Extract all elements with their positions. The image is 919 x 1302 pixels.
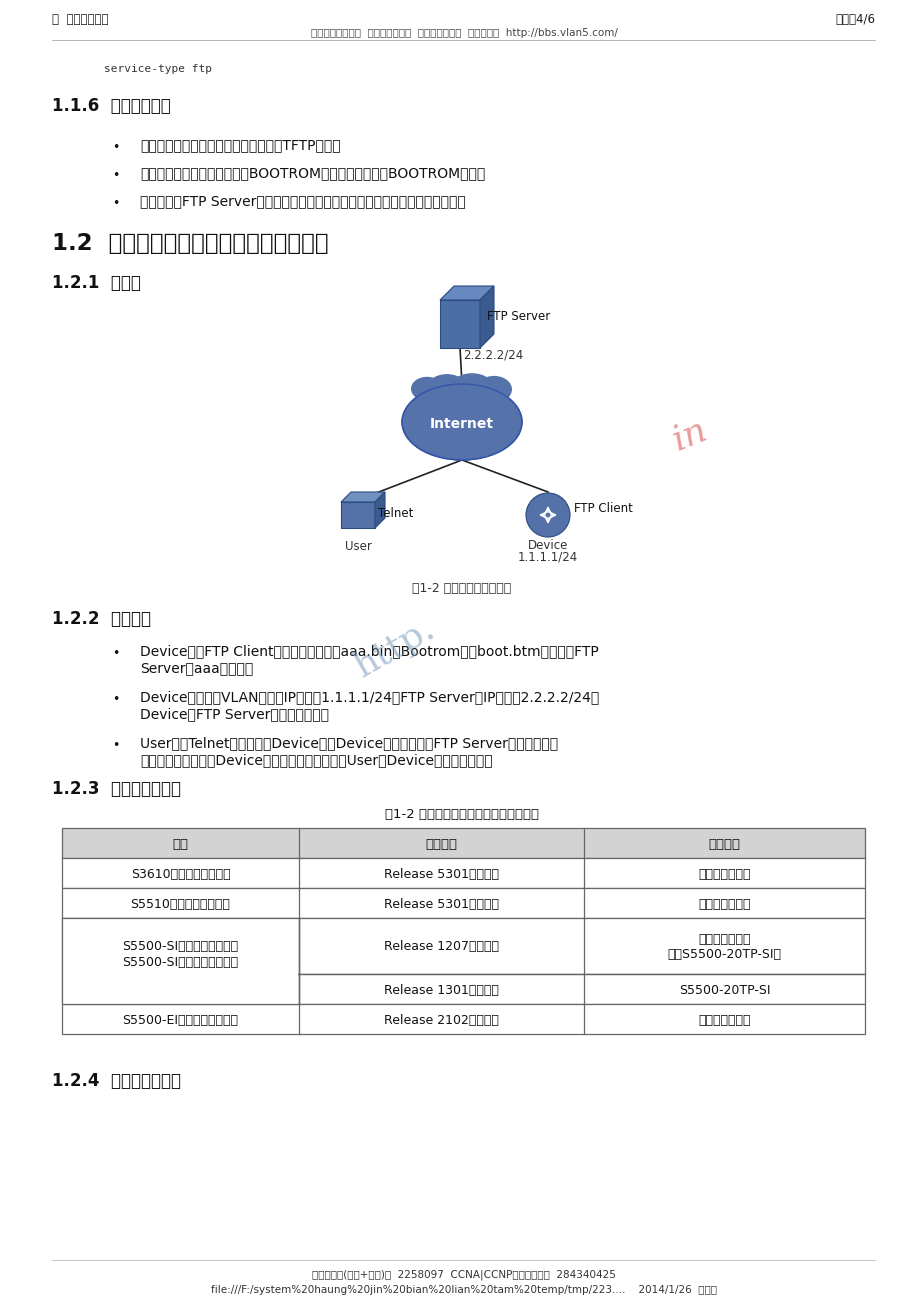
FancyBboxPatch shape: [62, 918, 298, 1004]
Text: S5500-SI系列以太网交换机: S5500-SI系列以太网交换机: [122, 940, 238, 953]
Text: 全系列硬件版本: 全系列硬件版本: [698, 867, 750, 880]
Text: 目  录（目录名）: 目 录（目录名）: [52, 13, 108, 26]
Text: S3610系列以太网交换机: S3610系列以太网交换机: [130, 867, 230, 880]
Text: Device作为FTP Client，设备的应用程序aaa.bin和Bootrom程序boot.btm都保存在FTP: Device作为FTP Client，设备的应用程序aaa.bin和Bootro…: [140, 644, 598, 658]
Polygon shape: [439, 286, 494, 299]
Text: 全系列硬件版本: 全系列硬件版本: [698, 1013, 750, 1026]
Text: Release 1301软件版本: Release 1301软件版本: [383, 983, 498, 996]
Ellipse shape: [425, 374, 469, 408]
Text: 1.2.1  组网图: 1.2.1 组网图: [52, 273, 141, 292]
Text: Release 5301软件版本: Release 5301软件版本: [383, 867, 498, 880]
Text: S5500-SI系列以太网交换机: S5500-SI系列以太网交换机: [122, 956, 238, 969]
FancyBboxPatch shape: [62, 918, 864, 974]
Text: FTP Client: FTP Client: [573, 503, 632, 516]
FancyBboxPatch shape: [62, 888, 864, 918]
FancyBboxPatch shape: [62, 974, 864, 1004]
Text: Device与FTP Server之间路由可达；: Device与FTP Server之间路由可达；: [140, 707, 329, 721]
Text: 1.2.4  配置过程和解释: 1.2.4 配置过程和解释: [52, 1072, 181, 1090]
Text: http.: http.: [348, 612, 440, 685]
Text: •: •: [112, 197, 119, 210]
Text: S5500-20TP-SI: S5500-20TP-SI: [678, 983, 769, 996]
Text: Server的aaa目录下；: Server的aaa目录下；: [140, 661, 253, 674]
Text: •: •: [112, 693, 119, 706]
Text: Device上的一个VLAN接口的IP地址为1.1.1.1/24，FTP Server的IP地址为2.2.2.2/24，: Device上的一个VLAN接口的IP地址为1.1.1.1/24，FTP Ser…: [140, 690, 598, 704]
Text: 2.2.2.2/24: 2.2.2.2/24: [462, 348, 523, 361]
Text: 页码，4/6: 页码，4/6: [834, 13, 874, 26]
Polygon shape: [480, 286, 494, 348]
Text: •: •: [112, 141, 119, 154]
Polygon shape: [341, 492, 384, 503]
Text: User通过Telnet远程登录到Device，对Device进行操作（从FTP Server上下载应用程: User通过Telnet远程登录到Device，对Device进行操作（从FTP…: [140, 736, 558, 750]
Ellipse shape: [475, 376, 512, 402]
Ellipse shape: [526, 493, 570, 536]
Text: S5500-EI系列以太网交换机: S5500-EI系列以太网交换机: [122, 1013, 238, 1026]
Text: service-type ftp: service-type ftp: [104, 64, 211, 74]
Text: Release 5301软件版本: Release 5301软件版本: [383, 897, 498, 910]
Text: 1.2.3  适用产品、版本: 1.2.3 适用产品、版本: [52, 780, 181, 798]
Text: Release 2102软件版本: Release 2102软件版本: [383, 1013, 498, 1026]
Text: file:///F:/system%20haung%20jin%20bian%20lian%20tam%20temp/tmp/223....    2014/1: file:///F:/system%20haung%20jin%20bian%2…: [210, 1285, 716, 1295]
Text: Telnet: Telnet: [378, 506, 413, 519]
Text: 1.2  远程升级集中式交换机典型配置指导: 1.2 远程升级集中式交换机典型配置指导: [52, 232, 328, 255]
Text: 1.2.2  应用要求: 1.2.2 应用要求: [52, 611, 151, 628]
Text: 攻城狮论坛(技术+生活)群  2258097  CCNA|CCNP免费答疑题库  284340425: 攻城狮论坛(技术+生活)群 2258097 CCNA|CCNP免费答疑题库 28…: [312, 1269, 615, 1280]
Text: 除在线升级外，用户还可以在BOOTROM菜单下实现软件和BOOTROM升级。: 除在线升级外，用户还可以在BOOTROM菜单下实现软件和BOOTROM升级。: [140, 165, 484, 180]
FancyBboxPatch shape: [62, 828, 864, 858]
Text: 序，通过命令行实现Device的远程升级），请确定User与Device之间路由可达。: 序，通过命令行实现Device的远程升级），请确定User与Device之间路由…: [140, 753, 492, 767]
Text: Internet: Internet: [429, 417, 494, 431]
Text: 1.1.6  配置注意事项: 1.1.6 配置注意事项: [52, 98, 171, 115]
Text: 全系列硬件版本: 全系列硬件版本: [698, 897, 750, 910]
Text: 在线升级时，上传文件操作也可以通过TFTP实现；: 在线升级时，上传文件操作也可以通过TFTP实现；: [140, 138, 340, 152]
Text: 产品: 产品: [172, 837, 188, 850]
Text: 版权归原作者所有  本资料只供试读  更多资源请访问  攻城狮论坛  http://bbs.vlan5.com/: 版权归原作者所有 本资料只供试读 更多资源请访问 攻城狮论坛 http://bb…: [311, 29, 617, 38]
Ellipse shape: [411, 376, 443, 401]
Text: 全系列硬件版本
（除S5500-20TP-SI）: 全系列硬件版本 （除S5500-20TP-SI）: [667, 934, 780, 961]
Text: S5510系列以太网交换机: S5510系列以太网交换机: [130, 897, 230, 910]
Text: 硬件版本: 硬件版本: [708, 837, 740, 850]
Text: FTP Server: FTP Server: [486, 310, 550, 323]
Text: 使用不同的FTP Server，客户端登录时显示信息会有差异，请以实际情况为准。: 使用不同的FTP Server，客户端登录时显示信息会有差异，请以实际情况为准。: [140, 194, 465, 208]
Text: 表1-2 配置适用的产品与软硬件版本关系: 表1-2 配置适用的产品与软硬件版本关系: [384, 809, 539, 822]
FancyBboxPatch shape: [62, 1004, 864, 1034]
Text: Device: Device: [528, 539, 568, 552]
Text: in: in: [667, 413, 711, 457]
Polygon shape: [375, 492, 384, 529]
Text: 图1-2 配置远程升级组网图: 图1-2 配置远程升级组网图: [412, 582, 511, 595]
Text: •: •: [112, 169, 119, 182]
Ellipse shape: [448, 374, 495, 409]
Ellipse shape: [402, 384, 521, 460]
Text: User: User: [345, 540, 371, 553]
Text: 软件版本: 软件版本: [425, 837, 457, 850]
Text: 1.1.1.1/24: 1.1.1.1/24: [517, 551, 577, 564]
Text: •: •: [112, 647, 119, 660]
Polygon shape: [341, 503, 375, 529]
Text: Release 1207软件版本: Release 1207软件版本: [383, 940, 498, 953]
FancyBboxPatch shape: [62, 858, 864, 888]
Polygon shape: [439, 299, 480, 348]
Text: •: •: [112, 740, 119, 753]
